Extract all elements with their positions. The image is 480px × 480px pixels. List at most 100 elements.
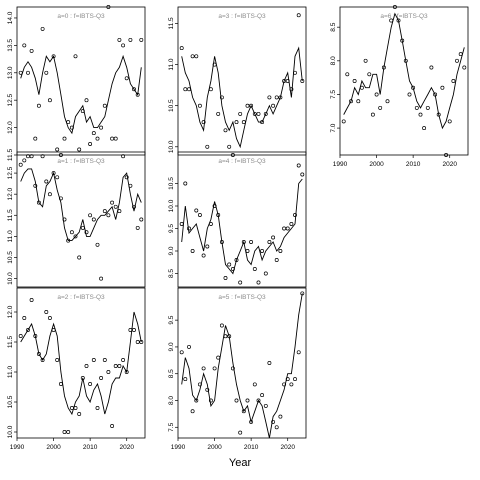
data-point [234,398,239,403]
y-tick-label: 13.0 [7,66,14,79]
data-point [345,72,350,77]
data-point [219,95,224,100]
y-tick-label: 7.5 [168,422,175,431]
data-point [378,105,383,110]
y-tick-label: 11.0 [7,366,14,379]
series-line [20,54,142,135]
data-point [66,238,71,243]
data-point [411,85,416,90]
data-point [117,209,122,214]
data-point [256,398,261,403]
data-point [88,213,93,218]
y-tick-label: 10.0 [7,425,14,438]
data-point [128,37,133,42]
data-point [403,58,408,63]
data-point [132,328,136,332]
y-tick-label: 12.5 [7,93,14,106]
data-point [396,18,401,23]
y-tick-label: 11.5 [7,336,14,349]
series-line [181,293,303,439]
data-point [124,76,129,81]
data-point [139,340,144,344]
x-tick-label: 2020 [280,444,295,451]
data-point [58,382,63,386]
data-point [190,54,195,59]
data-point [197,103,202,108]
data-point [440,85,445,90]
data-point [102,209,107,214]
panel-title: a=2 : f=IBTS-Q3 [57,294,105,301]
series-line [343,12,465,130]
data-point [18,334,23,338]
data-point [132,204,136,209]
series-line [20,168,142,242]
data-point [238,430,243,435]
data-point [219,323,224,328]
y-tick-label: 11.5 [168,17,175,30]
data-point [197,382,202,387]
data-point [238,111,243,116]
data-point [135,340,140,344]
data-point [263,111,268,116]
data-point [121,43,126,48]
data-point [66,120,71,125]
data-point [77,147,82,152]
data-point [73,54,78,59]
data-point [51,171,56,176]
data-point [135,225,140,230]
data-point [267,95,272,100]
data-point [433,92,438,97]
data-point [29,298,34,302]
y-tick-label: 12.5 [7,166,14,179]
data-point [55,147,60,152]
data-point [44,310,49,314]
data-point [293,213,297,217]
data-point [374,92,379,97]
data-point [296,163,301,168]
y-tick-label: 8.0 [168,396,175,405]
data-point [99,376,104,380]
data-point [113,136,118,141]
data-point [230,153,235,157]
data-point [249,419,254,424]
panel-frame [177,6,307,156]
data-point [102,103,107,108]
data-point [293,377,297,382]
data-point [69,406,74,410]
data-point [300,291,305,296]
data-point [381,65,386,70]
data-point [407,92,412,97]
data-point [422,126,427,131]
data-point [26,328,30,332]
x-tick-label: 2010 [83,444,98,451]
data-point [187,87,191,92]
data-point [36,103,41,108]
data-point [227,334,232,339]
data-point [252,111,257,116]
data-point [62,136,67,141]
panel-frame [16,6,146,156]
data-point [285,226,290,231]
data-point [392,5,397,9]
series-line [181,46,303,149]
data-point [219,240,224,244]
panel-title: a=0 : f=IBTS-Q3 [57,13,105,20]
data-point [241,409,246,414]
data-point [400,38,405,43]
data-point [187,226,191,231]
data-point [22,158,27,163]
data-point [230,366,235,371]
y-tick-label: 10.0 [7,272,14,285]
data-point [95,406,100,410]
data-point [274,95,279,100]
data-point [296,350,301,355]
data-point [179,350,184,355]
data-point [88,382,93,386]
data-point [296,13,301,18]
data-point [36,352,41,356]
y-tick-label: 14.0 [7,11,14,24]
data-point [110,136,115,141]
data-point [278,95,283,100]
data-point [285,79,290,83]
data-point [208,398,213,403]
